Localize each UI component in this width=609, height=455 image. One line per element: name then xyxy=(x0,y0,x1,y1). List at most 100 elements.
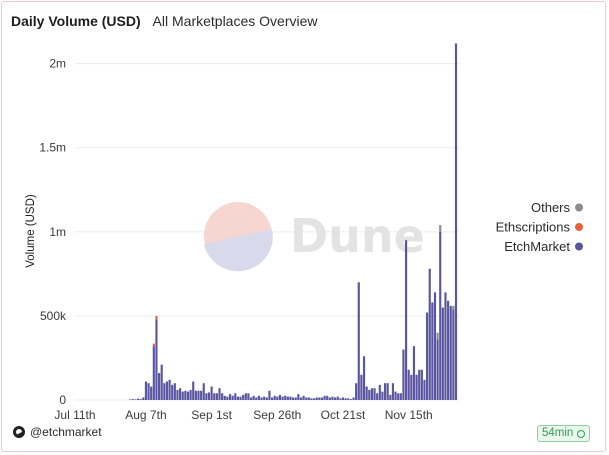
bar-etchmarket[interactable] xyxy=(281,396,284,400)
bar-etchmarket[interactable] xyxy=(129,399,132,400)
bar-etchmarket[interactable] xyxy=(362,356,366,400)
bar-etchmarket[interactable] xyxy=(179,388,182,400)
bar-etchmarket[interactable] xyxy=(270,397,274,400)
bar-ethscriptions[interactable] xyxy=(155,315,158,320)
bar-etchmarket[interactable] xyxy=(378,384,381,400)
bar-etchmarket[interactable] xyxy=(439,231,442,400)
bar-etchmarket[interactable] xyxy=(334,397,337,400)
bar-etchmarket[interactable] xyxy=(168,379,171,400)
bar-etchmarket[interactable] xyxy=(263,396,266,400)
bar-etchmarket[interactable] xyxy=(307,397,310,400)
bar-etchmarket[interactable] xyxy=(244,393,247,400)
bar-etchmarket[interactable] xyxy=(423,379,426,400)
bar-etchmarket[interactable] xyxy=(454,43,458,400)
bar-etchmarket[interactable] xyxy=(436,339,439,400)
legend-label[interactable]: EtchMarket xyxy=(504,239,570,254)
bar-etchmarket[interactable] xyxy=(376,393,379,400)
bar-etchmarket[interactable] xyxy=(381,391,384,400)
bar-etchmarket[interactable] xyxy=(202,383,205,400)
bar-etchmarket[interactable] xyxy=(447,300,450,400)
bar-others[interactable] xyxy=(439,225,442,232)
bar-etchmarket[interactable] xyxy=(344,398,347,400)
bar-etchmarket[interactable] xyxy=(426,312,429,400)
bar-etchmarket[interactable] xyxy=(415,374,418,400)
bar-etchmarket[interactable] xyxy=(131,399,134,400)
bar-etchmarket[interactable] xyxy=(207,392,211,400)
bar-etchmarket[interactable] xyxy=(265,397,268,400)
bar-etchmarket[interactable] xyxy=(336,396,339,400)
bar-etchmarket[interactable] xyxy=(236,396,239,400)
bar-etchmarket[interactable] xyxy=(286,396,289,400)
bar-etchmarket[interactable] xyxy=(399,393,402,400)
bar-etchmarket[interactable] xyxy=(386,383,389,400)
bar-etchmarket[interactable] xyxy=(273,395,276,400)
bar-etchmarket[interactable] xyxy=(171,384,174,400)
bar-etchmarket[interactable] xyxy=(323,395,326,400)
bar-etchmarket[interactable] xyxy=(452,309,455,400)
bar-etchmarket[interactable] xyxy=(278,394,282,400)
bar-etchmarket[interactable] xyxy=(144,381,148,401)
bar-etchmarket[interactable] xyxy=(257,395,260,400)
bar-etchmarket[interactable] xyxy=(365,386,368,400)
bar-etchmarket[interactable] xyxy=(294,397,297,400)
bar-ethscriptions[interactable] xyxy=(152,343,155,347)
bar-etchmarket[interactable] xyxy=(226,396,229,400)
bar-others[interactable] xyxy=(452,305,455,310)
bar-etchmarket[interactable] xyxy=(152,346,155,400)
bar-etchmarket[interactable] xyxy=(402,349,405,400)
legend-label[interactable]: Others xyxy=(531,200,571,215)
bar-etchmarket[interactable] xyxy=(189,389,192,400)
bar-etchmarket[interactable] xyxy=(320,397,324,400)
bar-etchmarket[interactable] xyxy=(302,395,305,400)
bar-etchmarket[interactable] xyxy=(200,390,203,400)
bar-etchmarket[interactable] xyxy=(297,394,300,400)
bar-etchmarket[interactable] xyxy=(223,395,226,400)
bar-etchmarket[interactable] xyxy=(234,393,237,400)
bar-etchmarket[interactable] xyxy=(420,369,423,400)
bar-etchmarket[interactable] xyxy=(249,397,253,400)
bar-etchmarket[interactable] xyxy=(173,383,176,400)
bar-etchmarket[interactable] xyxy=(412,346,416,400)
bar-etchmarket[interactable] xyxy=(418,369,421,400)
bar-etchmarket[interactable] xyxy=(444,292,447,400)
bar-etchmarket[interactable] xyxy=(139,399,142,400)
bar-etchmarket[interactable] xyxy=(276,396,279,400)
bar-etchmarket[interactable] xyxy=(192,381,195,401)
bar-etchmarket[interactable] xyxy=(184,390,187,400)
bar-etchmarket[interactable] xyxy=(389,394,392,400)
bar-etchmarket[interactable] xyxy=(347,398,350,400)
bar-others[interactable] xyxy=(436,332,439,340)
bar-etchmarket[interactable] xyxy=(397,393,400,400)
bar-etchmarket[interactable] xyxy=(165,381,169,401)
bar-etchmarket[interactable] xyxy=(370,388,373,400)
bar-etchmarket[interactable] xyxy=(373,388,376,400)
bar-etchmarket[interactable] xyxy=(315,397,318,400)
bar-etchmarket[interactable] xyxy=(134,399,137,400)
bar-etchmarket[interactable] xyxy=(155,319,158,400)
bar-etchmarket[interactable] xyxy=(405,240,408,400)
bar-etchmarket[interactable] xyxy=(357,282,360,400)
bar-etchmarket[interactable] xyxy=(431,302,434,400)
bar-etchmarket[interactable] xyxy=(228,394,232,400)
bar-etchmarket[interactable] xyxy=(326,395,329,400)
bar-etchmarket[interactable] xyxy=(150,386,153,400)
bar-etchmarket[interactable] xyxy=(142,397,145,400)
bar-etchmarket[interactable] xyxy=(355,383,358,400)
bar-etchmarket[interactable] xyxy=(194,390,197,400)
bar-etchmarket[interactable] xyxy=(428,268,431,400)
bar-etchmarket[interactable] xyxy=(158,373,161,400)
bar-etchmarket[interactable] xyxy=(252,395,255,400)
bar-etchmarket[interactable] xyxy=(368,389,371,400)
legend-label[interactable]: Ethscriptions xyxy=(496,220,571,235)
bar-etchmarket[interactable] xyxy=(352,397,355,400)
bar-etchmarket[interactable] xyxy=(176,389,179,400)
bar-etchmarket[interactable] xyxy=(284,395,287,400)
bar-etchmarket[interactable] xyxy=(255,397,258,400)
bar-etchmarket[interactable] xyxy=(210,386,213,400)
bar-etchmarket[interactable] xyxy=(383,383,387,400)
bar-etchmarket[interactable] xyxy=(410,374,413,400)
bar-etchmarket[interactable] xyxy=(242,394,245,400)
bar-etchmarket[interactable] xyxy=(260,397,263,400)
bar-etchmarket[interactable] xyxy=(292,397,295,400)
bar-etchmarket[interactable] xyxy=(289,396,292,400)
